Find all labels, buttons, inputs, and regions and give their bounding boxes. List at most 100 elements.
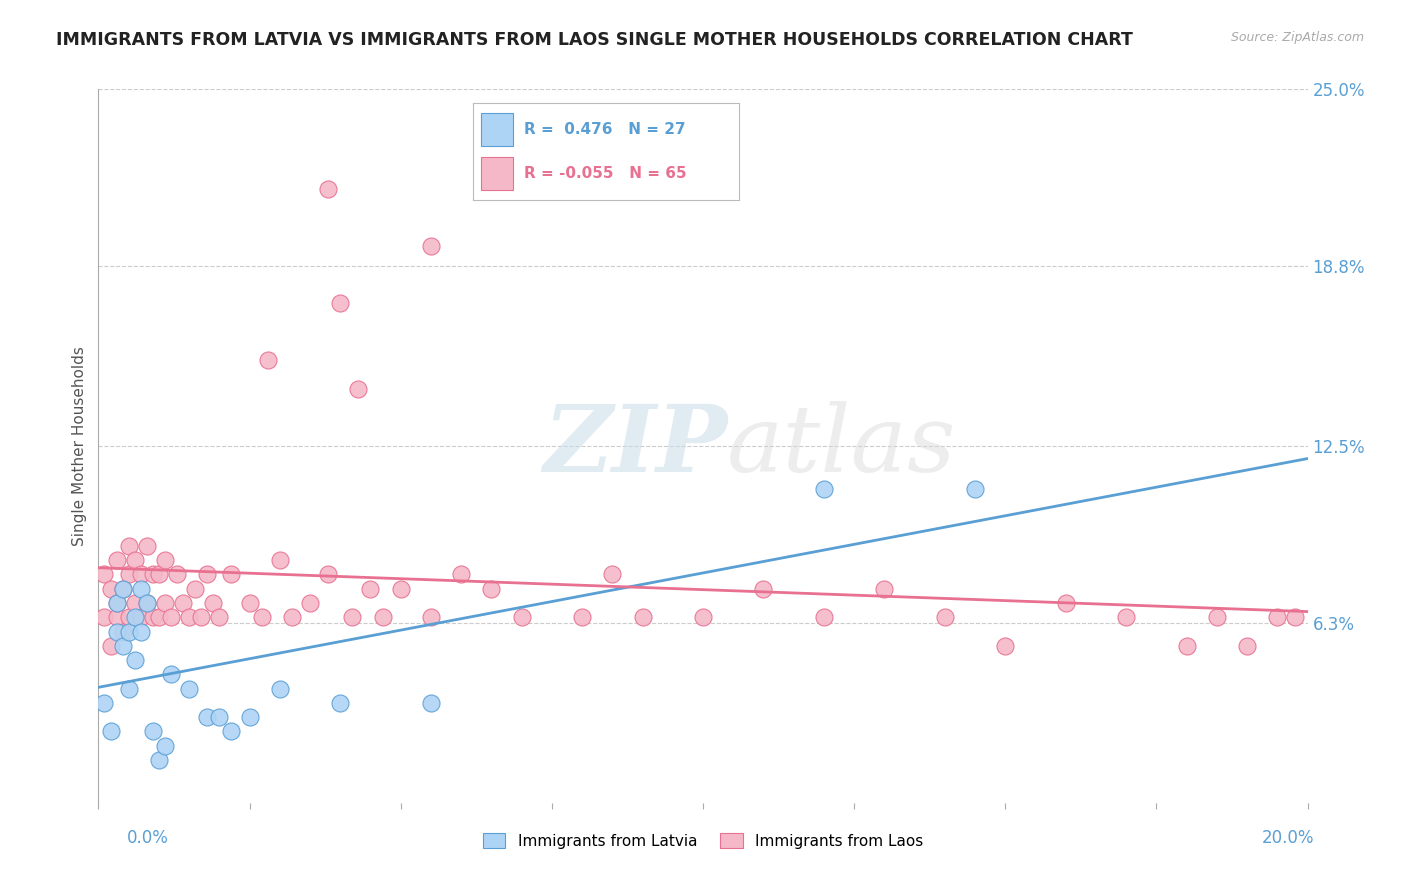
Point	[135, 539, 157, 553]
Point	[994, 639, 1017, 653]
Text: atlas: atlas	[727, 401, 956, 491]
Point	[1284, 610, 1306, 624]
Point	[148, 610, 170, 624]
Point	[135, 596, 157, 610]
Point	[100, 639, 122, 653]
Point	[269, 681, 291, 696]
Point	[316, 182, 339, 196]
Point	[450, 567, 472, 582]
Point	[118, 539, 141, 553]
Point	[420, 610, 443, 624]
Point	[105, 596, 128, 610]
Point	[371, 610, 394, 624]
Point	[1236, 639, 1258, 653]
Point	[190, 610, 212, 624]
Point	[420, 239, 443, 253]
Point	[105, 553, 128, 567]
Point	[105, 610, 128, 624]
Point	[208, 710, 231, 724]
Point	[347, 382, 370, 396]
Point	[481, 582, 503, 596]
Text: Source: ZipAtlas.com: Source: ZipAtlas.com	[1230, 31, 1364, 45]
Point	[124, 610, 146, 624]
Point	[1054, 596, 1077, 610]
Point	[160, 610, 183, 624]
Point	[153, 596, 176, 610]
Point	[124, 596, 146, 610]
Point	[571, 610, 593, 624]
Point	[111, 639, 134, 653]
Point	[100, 582, 122, 596]
Point	[172, 596, 194, 610]
Point	[1175, 639, 1198, 653]
Point	[93, 696, 115, 710]
Point	[184, 582, 207, 596]
Point	[420, 696, 443, 710]
Point	[208, 610, 231, 624]
Point	[299, 596, 322, 610]
Point	[1115, 610, 1137, 624]
Point	[329, 696, 352, 710]
Text: 0.0%: 0.0%	[127, 829, 169, 847]
Point	[118, 681, 141, 696]
Point	[118, 610, 141, 624]
Point	[179, 610, 201, 624]
Point	[256, 353, 278, 368]
Point	[316, 567, 339, 582]
Point	[111, 582, 134, 596]
Point	[148, 567, 170, 582]
Point	[934, 610, 956, 624]
Y-axis label: Single Mother Households: Single Mother Households	[72, 346, 87, 546]
Point	[202, 596, 225, 610]
Point	[631, 610, 654, 624]
Point	[142, 724, 165, 739]
Point	[111, 624, 134, 639]
Point	[142, 610, 165, 624]
Point	[752, 582, 775, 596]
Point	[239, 710, 262, 724]
Point	[153, 739, 176, 753]
Point	[129, 582, 152, 596]
Point	[602, 567, 624, 582]
Point	[342, 610, 364, 624]
Point	[124, 553, 146, 567]
Point	[111, 582, 134, 596]
Point	[118, 567, 141, 582]
Point	[221, 724, 243, 739]
Text: IMMIGRANTS FROM LATVIA VS IMMIGRANTS FROM LAOS SINGLE MOTHER HOUSEHOLDS CORRELAT: IMMIGRANTS FROM LATVIA VS IMMIGRANTS FRO…	[56, 31, 1133, 49]
Point	[153, 553, 176, 567]
Point	[873, 582, 896, 596]
Legend: Immigrants from Latvia, Immigrants from Laos: Immigrants from Latvia, Immigrants from …	[482, 833, 924, 848]
Point	[93, 610, 115, 624]
Point	[329, 296, 352, 310]
Point	[135, 596, 157, 610]
Point	[813, 482, 835, 496]
Point	[221, 567, 243, 582]
Point	[142, 567, 165, 582]
Point	[360, 582, 382, 596]
Point	[389, 582, 412, 596]
Point	[129, 624, 152, 639]
Point	[1206, 610, 1229, 624]
Point	[129, 567, 152, 582]
Text: ZIP: ZIP	[543, 401, 727, 491]
Point	[179, 681, 201, 696]
Point	[239, 596, 262, 610]
Point	[269, 553, 291, 567]
Point	[1267, 610, 1289, 624]
Point	[250, 610, 273, 624]
Point	[105, 624, 128, 639]
Point	[100, 724, 122, 739]
Point	[813, 610, 835, 624]
Point	[195, 567, 218, 582]
Point	[93, 567, 115, 582]
Point	[692, 610, 714, 624]
Point	[118, 624, 141, 639]
Point	[195, 710, 218, 724]
Point	[166, 567, 188, 582]
Text: 20.0%: 20.0%	[1263, 829, 1315, 847]
Point	[281, 610, 304, 624]
Point	[148, 753, 170, 767]
Point	[105, 596, 128, 610]
Point	[124, 653, 146, 667]
